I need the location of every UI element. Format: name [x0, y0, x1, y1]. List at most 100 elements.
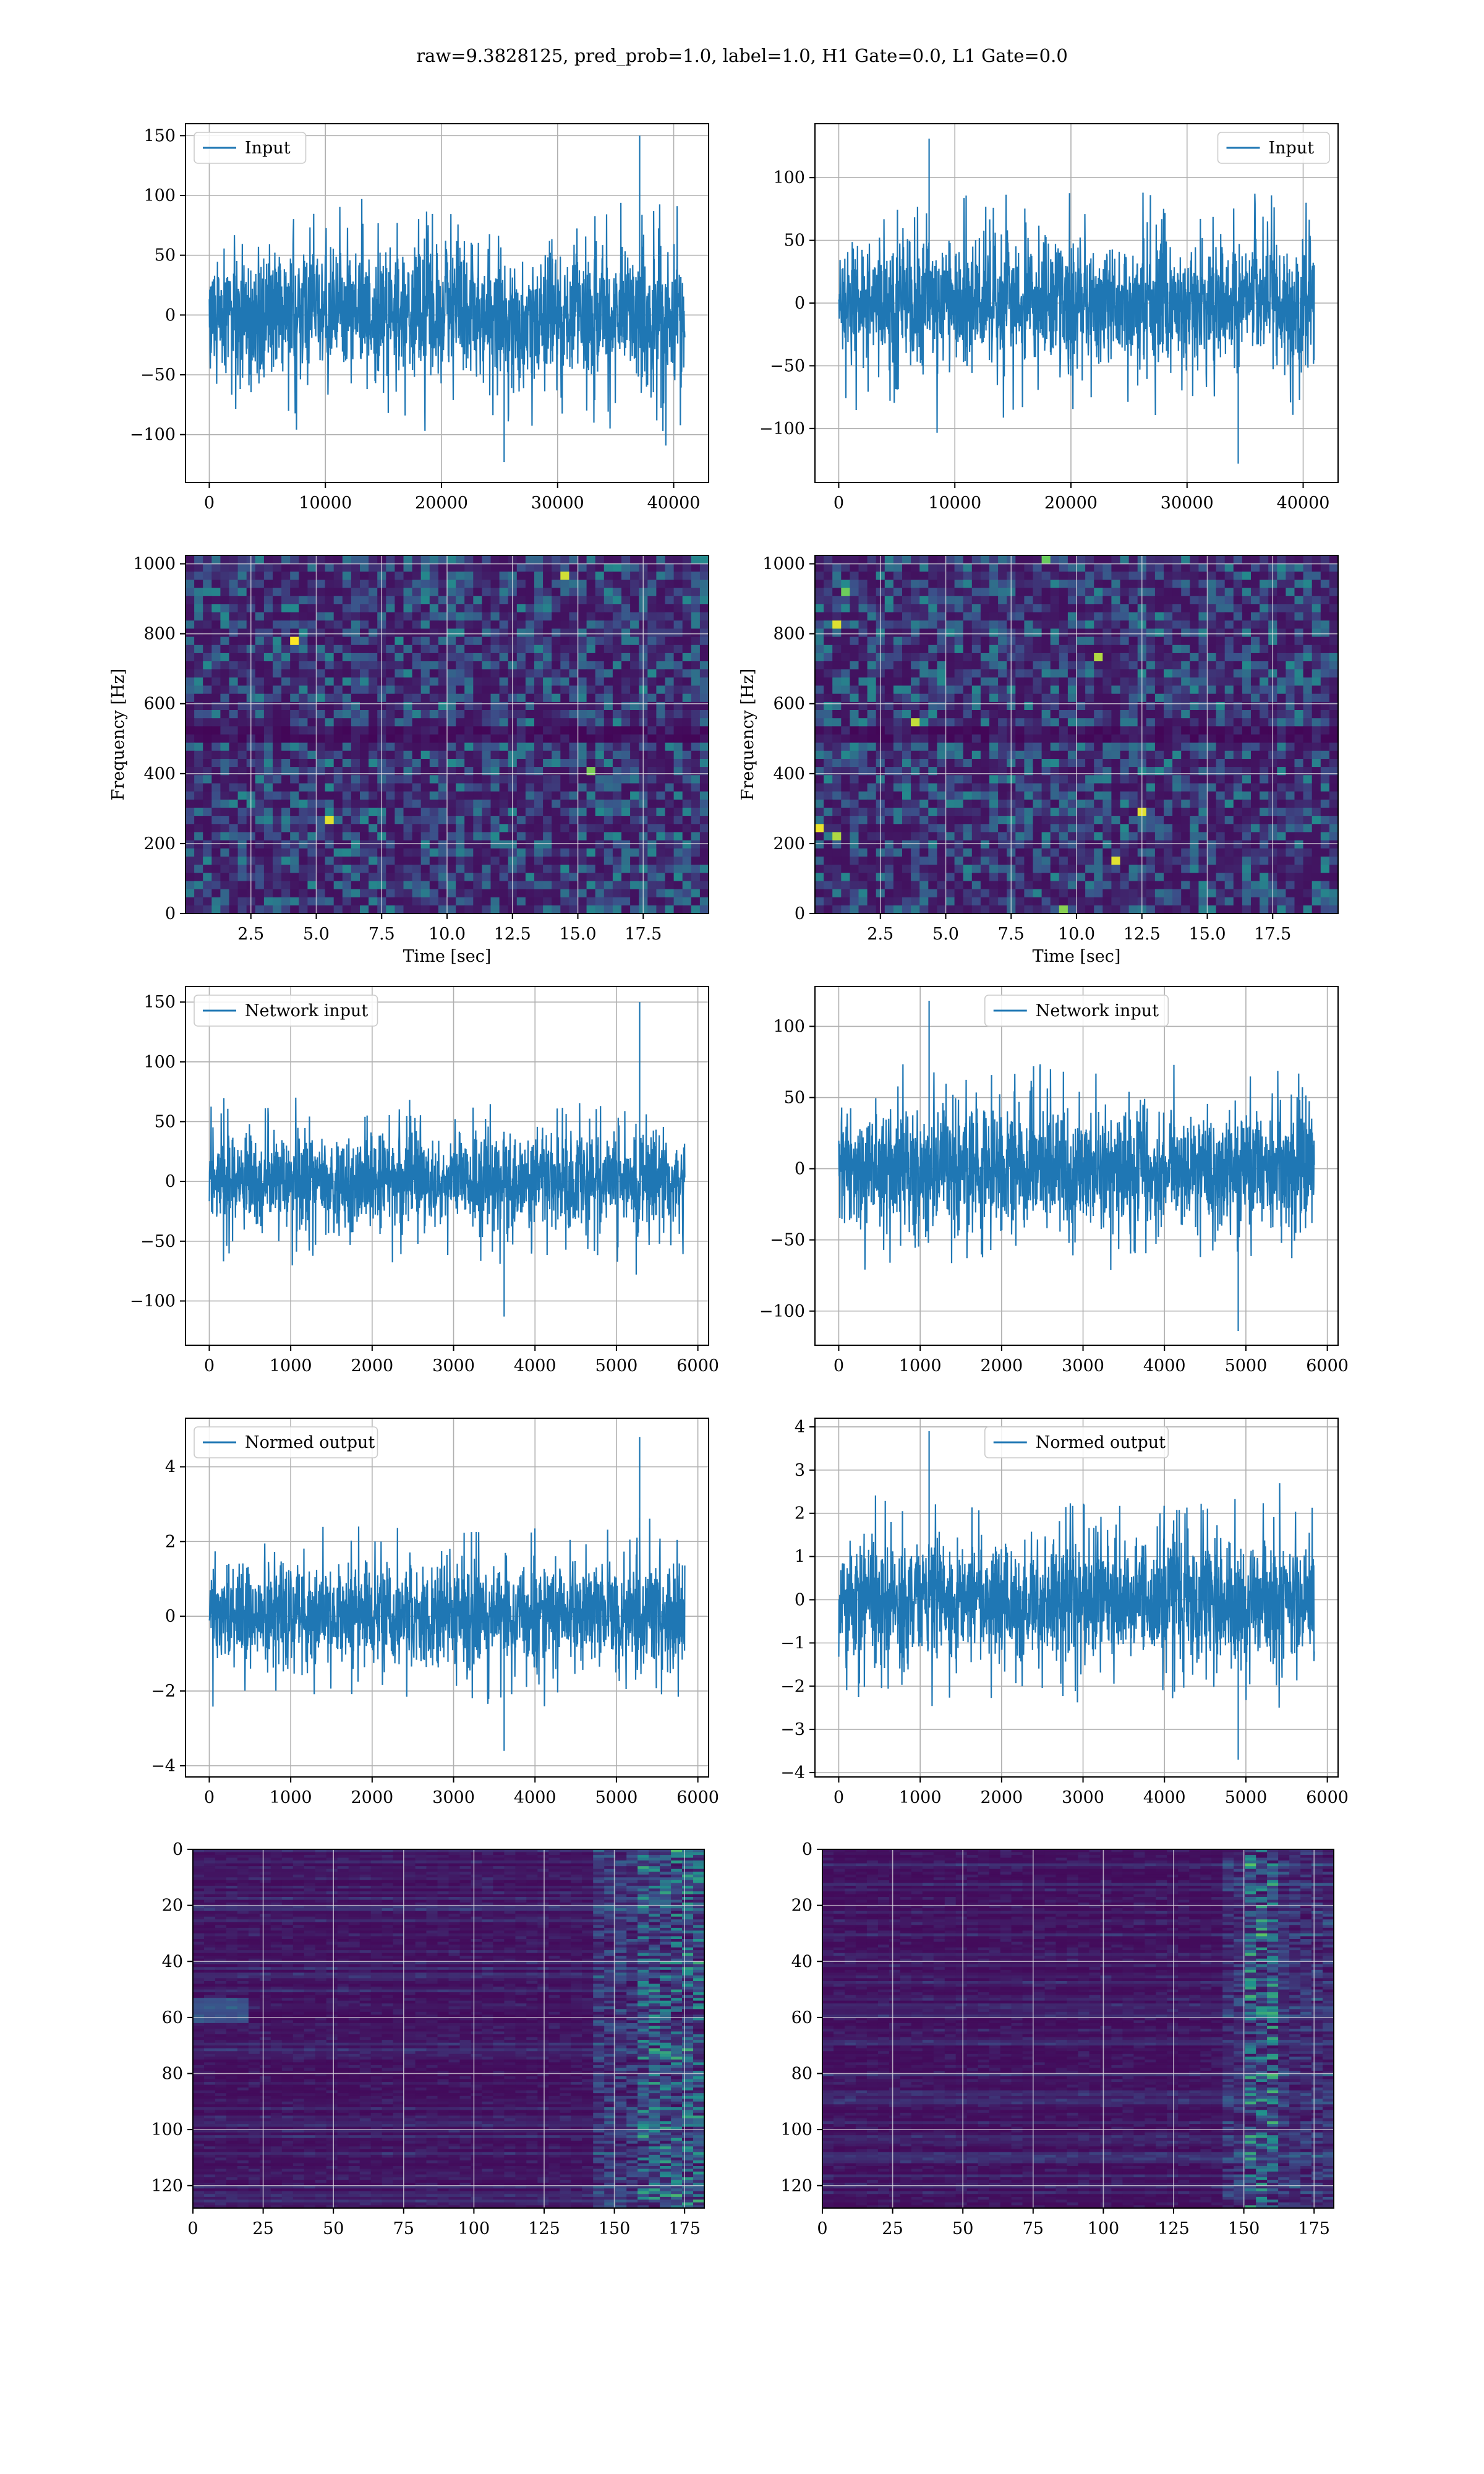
heatmap-cell	[211, 873, 221, 881]
heatmap-cell	[447, 832, 456, 841]
heatmap-cell	[1041, 677, 1051, 687]
heatmap-cell	[612, 807, 622, 816]
heatmap-cell	[543, 865, 552, 873]
heatmap-cell	[325, 897, 335, 906]
x-tick-label: 10.0	[429, 925, 466, 944]
heatmap-cell	[403, 620, 413, 630]
heatmap-cell	[447, 661, 456, 670]
heatmap-cell	[325, 865, 335, 873]
heatmap-cell	[998, 824, 1007, 833]
heatmap-cell	[473, 653, 482, 662]
heatmap-cell	[447, 563, 456, 572]
heatmap-cell	[647, 816, 657, 824]
heatmap-cell	[682, 889, 692, 898]
heatmap-cell	[1077, 799, 1086, 808]
heatmap-cell	[342, 840, 352, 849]
heatmap-cell	[1320, 555, 1330, 564]
heatmap-cell	[998, 596, 1007, 605]
heatmap-cell	[621, 563, 631, 572]
heatmap-cell	[971, 563, 981, 572]
heatmap-cell	[1260, 791, 1269, 800]
heatmap-cell	[919, 555, 929, 564]
heatmap-cell	[333, 750, 343, 760]
heatmap-cell	[464, 889, 474, 898]
heatmap-cell	[1111, 726, 1121, 735]
heatmap-cell	[386, 865, 395, 873]
heatmap-cell	[647, 742, 657, 751]
heatmap-cell	[832, 734, 842, 743]
heatmap-cell	[1146, 612, 1156, 621]
heatmap-cell	[1077, 718, 1086, 727]
heatmap-cell	[482, 816, 492, 824]
heatmap-cell	[858, 718, 868, 727]
heatmap-cell	[1067, 677, 1077, 687]
heatmap-cell	[386, 873, 395, 881]
heatmap-cell	[893, 848, 903, 857]
heatmap-cell	[438, 612, 448, 621]
y-tick-label: 0	[165, 306, 176, 325]
heatmap-cell	[1251, 799, 1260, 808]
heatmap-cell	[841, 555, 850, 564]
heatmap-cell	[237, 767, 247, 776]
heatmap-cell	[211, 677, 221, 687]
heatmap-cell	[229, 856, 239, 865]
heatmap-cell	[1224, 693, 1234, 703]
heatmap-cell	[867, 604, 877, 613]
heatmap-cell	[1286, 767, 1295, 776]
heatmap-cell	[832, 653, 842, 662]
heatmap-cell	[299, 742, 308, 751]
heatmap-cell	[482, 710, 492, 719]
heatmap-cell	[316, 571, 326, 581]
heatmap-cell	[647, 750, 657, 760]
heatmap-cell	[211, 555, 221, 564]
heatmap-cell	[342, 799, 352, 808]
heatmap-cell	[665, 653, 675, 662]
heatmap-cell	[841, 653, 850, 662]
heatmap-cell	[456, 750, 465, 760]
heatmap-cell	[945, 856, 955, 865]
heatmap-cell	[1059, 612, 1068, 621]
heatmap-cell	[884, 636, 894, 646]
heatmap-cell	[325, 905, 335, 914]
heatmap-cell	[290, 563, 299, 572]
heatmap-cell	[1242, 661, 1252, 670]
heatmap-cell	[1294, 767, 1304, 776]
heatmap-cell	[394, 563, 404, 572]
heatmap-cell	[369, 612, 378, 621]
heatmap-cell	[560, 742, 569, 751]
heatmap-cell	[1085, 750, 1094, 760]
heatmap-cell	[850, 588, 859, 597]
heatmap-cell	[1154, 596, 1164, 605]
heatmap-cell	[482, 824, 492, 833]
heatmap-cell	[1224, 775, 1234, 784]
heatmap-cell	[1190, 612, 1199, 621]
heatmap-cell	[229, 750, 239, 760]
heatmap-cell	[290, 628, 299, 638]
heatmap-cell	[1094, 718, 1103, 727]
heatmap-cell	[1216, 636, 1226, 646]
heatmap-cell	[1286, 783, 1295, 792]
heatmap-cell	[841, 588, 850, 597]
heatmap-cell	[815, 726, 824, 735]
heatmap-cell	[1085, 588, 1094, 597]
x-tick-label: 2.5	[237, 925, 264, 944]
heatmap-cell	[1216, 580, 1226, 589]
heatmap-cell	[971, 807, 981, 816]
heatmap-cell	[473, 848, 482, 857]
heatmap-cell	[203, 726, 212, 735]
heatmap-cell	[211, 783, 221, 792]
heatmap-cell	[1067, 644, 1077, 654]
heatmap-cell	[1198, 783, 1208, 792]
heatmap-cell	[841, 669, 850, 678]
heatmap-cell	[534, 750, 544, 760]
heatmap-cell	[1242, 628, 1252, 638]
heatmap-cell	[673, 669, 683, 678]
heatmap-cell	[1198, 596, 1208, 605]
heatmap-cell	[1120, 848, 1130, 857]
heatmap-cell	[1120, 734, 1130, 743]
heatmap-cell	[499, 604, 509, 613]
heatmap-cell	[954, 759, 964, 768]
heatmap-cell	[394, 685, 404, 695]
heatmap-cell	[560, 873, 569, 881]
heatmap-cell	[945, 718, 955, 727]
